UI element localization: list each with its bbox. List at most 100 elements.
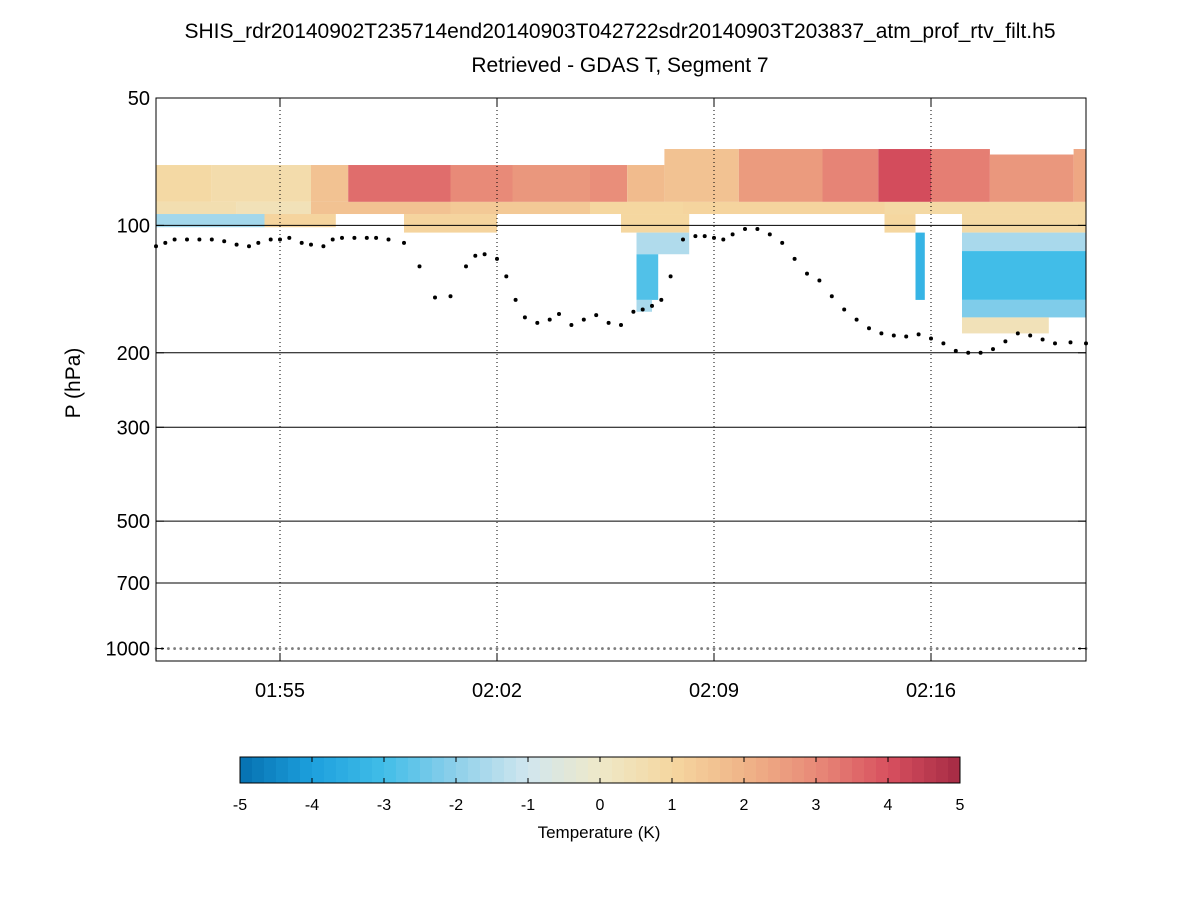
surface-point	[495, 647, 499, 650]
colorbar-tick-label: -4	[305, 797, 319, 814]
surface-point	[390, 647, 393, 650]
colorbar-segment	[816, 757, 829, 783]
surface-point	[607, 647, 610, 650]
surface-point	[272, 647, 276, 650]
y-tick-label: 500	[117, 511, 150, 533]
surface-point	[241, 647, 245, 650]
colorbar-segment	[372, 757, 385, 783]
colorbar-segment	[732, 757, 745, 783]
tropopause-point	[448, 294, 453, 299]
colorbar-segment	[648, 757, 661, 783]
surface-point	[694, 647, 697, 650]
tropopause-point	[817, 278, 822, 283]
colorbar-segment	[660, 757, 673, 783]
surface-point	[985, 647, 989, 650]
surface-point	[824, 647, 827, 650]
surface-point	[811, 647, 815, 650]
surface-point	[749, 647, 753, 650]
surface-point	[408, 647, 412, 650]
surface-point	[415, 647, 418, 650]
tropopause-point	[163, 240, 168, 245]
surface-point	[291, 647, 294, 650]
heatmap-cell	[156, 165, 212, 202]
surface-point	[489, 647, 493, 650]
colorbar-segment	[600, 757, 613, 783]
surface-point	[204, 647, 208, 650]
surface-point	[322, 647, 325, 650]
surface-point	[799, 647, 803, 650]
surface-point	[284, 647, 288, 650]
tropopause-point	[482, 252, 487, 257]
surface-point	[886, 647, 889, 650]
tropopause-point	[681, 237, 685, 242]
colorbar-segment	[348, 757, 361, 783]
tropopause-point	[352, 235, 357, 240]
heatmap-cell	[664, 149, 739, 202]
y-tick-label: 50	[128, 88, 150, 110]
surface-point	[570, 647, 573, 650]
heatmap-cell	[450, 165, 513, 202]
heatmap-cell	[512, 165, 590, 202]
surface-point	[563, 647, 567, 650]
heatmap-cell	[884, 214, 916, 233]
colorbar-segment	[312, 757, 325, 783]
surface-point	[315, 647, 319, 650]
colorbar-segment	[672, 757, 685, 783]
colorbar-segment	[492, 757, 505, 783]
tropopause-point	[278, 237, 282, 242]
surface-point	[173, 647, 177, 650]
heatmap-cell	[915, 232, 925, 300]
colorbar-segment	[408, 757, 421, 783]
colorbar-segment	[612, 757, 625, 783]
surface-point	[458, 647, 462, 650]
heatmap-cell	[989, 154, 1074, 202]
surface-point	[446, 647, 449, 650]
colorbar-segment	[744, 757, 757, 783]
tropopause-point	[464, 264, 468, 269]
colorbar-segment	[936, 757, 949, 783]
tropopause-point	[953, 348, 958, 353]
surface-point	[818, 647, 821, 650]
surface-point	[179, 647, 183, 650]
colorbar-segment	[804, 757, 817, 783]
tropopause-point	[522, 315, 527, 320]
surface-point	[793, 647, 796, 650]
surface-point	[681, 647, 685, 650]
heatmap-cell	[962, 251, 1086, 300]
surface-point	[191, 647, 195, 650]
heatmap-cell	[404, 214, 497, 233]
tropopause-point	[402, 240, 406, 245]
tropopause-point	[619, 323, 623, 328]
surface-point	[371, 647, 375, 650]
colorbar-segment	[420, 757, 433, 783]
surface-point	[836, 647, 840, 650]
tropopause-point	[650, 303, 654, 308]
colorbar-segment	[792, 757, 805, 783]
tropopause-point	[417, 264, 422, 269]
tropopause-point	[1040, 337, 1045, 342]
tropopause-point	[904, 334, 909, 339]
colorbar-segment	[528, 757, 541, 783]
heatmap-cell	[636, 254, 659, 300]
surface-point	[1041, 647, 1044, 650]
tropopause-point	[730, 232, 735, 237]
surface-point	[427, 647, 431, 650]
surface-point	[675, 647, 679, 650]
tropopause-point	[916, 332, 921, 337]
surface-point	[892, 647, 896, 650]
surface-point	[384, 647, 387, 650]
surface-point	[1022, 647, 1026, 650]
chart-subtitle: Retrieved - GDAS T, Segment 7	[471, 54, 769, 77]
colorbar-tick-label: -5	[233, 797, 247, 814]
tropopause-point	[209, 237, 214, 242]
tropopause-point	[557, 312, 561, 317]
surface-point	[780, 647, 784, 650]
y-tick-label: 700	[117, 573, 150, 595]
surface-point	[1066, 647, 1069, 650]
surface-point	[439, 647, 443, 650]
heatmap-cell	[311, 165, 349, 202]
surface-point	[774, 647, 778, 650]
surface-point	[167, 647, 170, 650]
tropopause-point	[842, 307, 847, 312]
surface-point	[229, 647, 232, 650]
